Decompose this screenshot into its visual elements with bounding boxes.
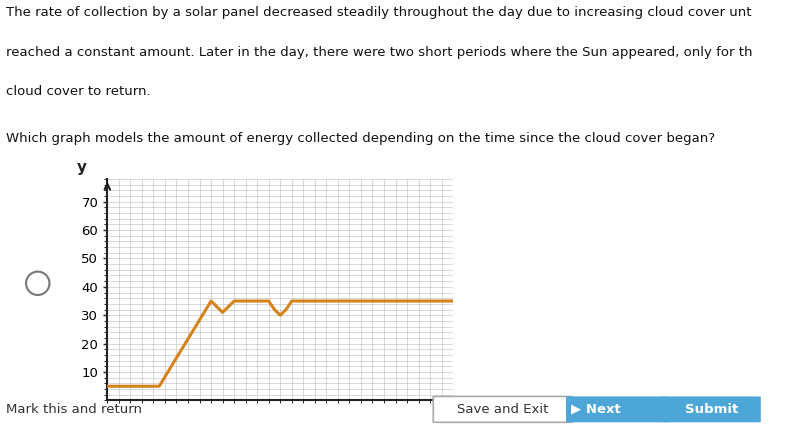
- Text: cloud cover to return.: cloud cover to return.: [6, 85, 151, 98]
- Text: Submit: Submit: [685, 403, 738, 416]
- Text: Which graph models the amount of energy collected depending on the time since th: Which graph models the amount of energy …: [6, 132, 716, 146]
- Text: ▶ Next: ▶ Next: [572, 403, 621, 416]
- Text: Mark this and return: Mark this and return: [6, 403, 142, 416]
- Text: The rate of collection by a solar panel decreased steadily throughout the day du: The rate of collection by a solar panel …: [6, 6, 752, 20]
- FancyBboxPatch shape: [661, 397, 761, 422]
- Text: reached a constant amount. Later in the day, there were two short periods where : reached a constant amount. Later in the …: [6, 46, 753, 59]
- Text: Save and Exit: Save and Exit: [457, 403, 548, 416]
- FancyBboxPatch shape: [433, 397, 572, 422]
- FancyBboxPatch shape: [566, 397, 668, 422]
- Text: y: y: [77, 160, 87, 175]
